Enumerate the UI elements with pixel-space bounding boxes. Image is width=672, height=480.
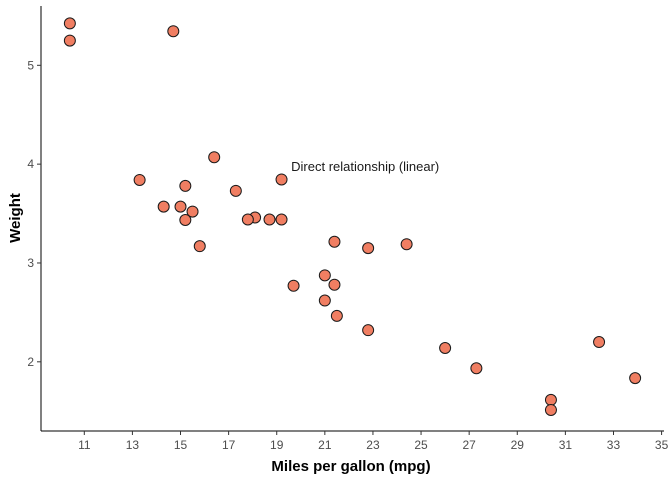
x-tick-label: 25 — [414, 438, 428, 452]
x-tick-label: 23 — [366, 438, 380, 452]
x-tick-label: 17 — [222, 438, 236, 452]
data-point — [275, 173, 288, 186]
x-tick-label: 21 — [318, 438, 332, 452]
data-point — [328, 278, 341, 291]
data-point — [593, 336, 606, 349]
x-axis-title: Miles per gallon (mpg) — [271, 458, 430, 475]
data-point — [167, 25, 180, 38]
axes — [40, 6, 664, 432]
data-point — [400, 238, 413, 251]
data-point — [362, 242, 375, 255]
data-point — [544, 393, 557, 406]
y-tick-label: 5 — [27, 58, 34, 72]
data-point — [133, 173, 146, 186]
x-tick-label: 35 — [655, 438, 669, 452]
data-point — [179, 179, 192, 192]
x-tick-label: 11 — [78, 438, 91, 452]
annotation-text: Direct relationship (linear) — [291, 159, 439, 174]
data-point — [287, 279, 300, 292]
data-point — [544, 403, 557, 416]
data-point — [275, 213, 288, 226]
data-point — [318, 269, 331, 282]
y-ticks: 2 3 4 5 — [27, 58, 41, 369]
data-point — [318, 294, 331, 307]
data-point — [179, 213, 192, 226]
data-point — [362, 324, 375, 337]
data-points — [63, 17, 642, 416]
data-point — [328, 235, 341, 248]
x-tick-label: 27 — [462, 438, 476, 452]
x-tick-label: 15 — [174, 438, 188, 452]
x-tick-label: 13 — [126, 438, 140, 452]
data-point — [263, 213, 276, 226]
data-point — [330, 309, 343, 322]
data-point — [193, 240, 206, 253]
data-point — [629, 372, 642, 385]
x-tick-label: 29 — [511, 438, 525, 452]
x-tick-label: 33 — [607, 438, 621, 452]
x-tick-label: 31 — [559, 438, 573, 452]
data-point — [241, 213, 254, 226]
y-tick-label: 3 — [27, 256, 34, 270]
data-point — [63, 34, 76, 47]
y-axis-title: Weight — [7, 193, 24, 243]
x-ticks: 11 13 15 17 19 21 23 25 27 29 31 33 35 — [78, 431, 669, 452]
data-point — [229, 184, 242, 197]
data-point — [174, 200, 187, 213]
y-tick-label: 4 — [27, 157, 34, 171]
data-point — [208, 151, 221, 164]
data-point — [470, 362, 483, 375]
x-tick-label: 19 — [270, 438, 284, 452]
y-tick-label: 2 — [27, 355, 34, 369]
data-point — [63, 17, 76, 30]
data-point — [186, 205, 199, 218]
data-point — [439, 341, 452, 354]
data-point — [157, 200, 170, 213]
